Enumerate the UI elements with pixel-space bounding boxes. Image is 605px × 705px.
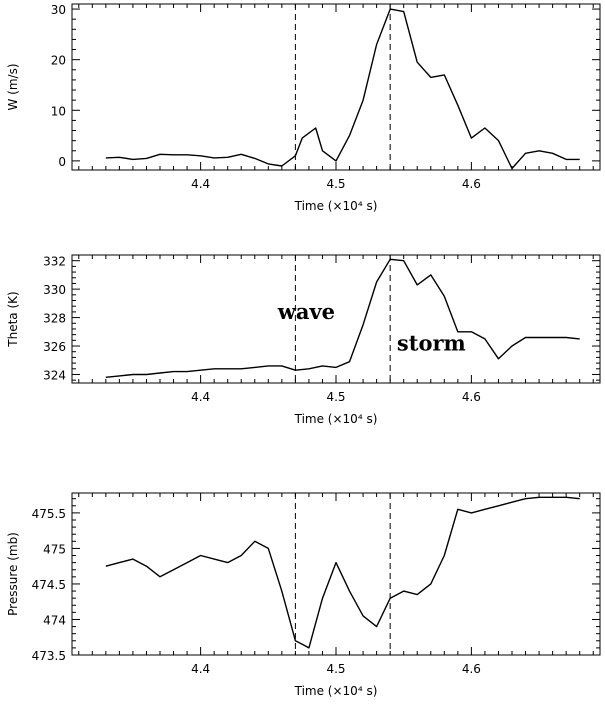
y-tick-label: 326	[43, 340, 66, 354]
panel-pressure: 4.4 4.5 4.6 473.5 474 474.5 475 475.5 Time (×10⁴…	[6, 492, 601, 698]
x-axis-title: Time (×10⁴ s)	[294, 412, 378, 426]
y-tick-label: 332	[43, 255, 66, 269]
annotation-wave: wave	[277, 299, 335, 324]
x-tick-label: 4.5	[326, 177, 345, 191]
y-axis-title: Theta (K)	[6, 291, 20, 347]
y-axis-title: Pressure (mb)	[6, 532, 20, 616]
y-tick-label: 475	[43, 542, 66, 556]
panel-theta: 4.4 4.5 4.6 324 326 328 330 332 Time (×10⁴ s) The…	[6, 254, 601, 426]
series-line	[105, 8, 580, 170]
y-tick-label: 328	[43, 312, 66, 326]
y-axis-title: W (m/s)	[6, 63, 20, 110]
x-tick-label: 4.5	[326, 390, 345, 404]
plot-frame	[71, 254, 601, 384]
x-axis-title: Time (×10⁴ s)	[294, 684, 378, 698]
panel-w: 4.4 4.5 4.6 0 10 20 30 Time (×10⁴ s) W (m/s)	[6, 3, 601, 213]
y-tick-label: 474	[43, 613, 66, 627]
x-tick-label: 4.6	[462, 662, 481, 676]
y-tick-label: 30	[51, 3, 66, 17]
plot-frame	[71, 3, 601, 171]
y-tick-label: 324	[43, 368, 66, 382]
x-tick-label: 4.5	[326, 662, 345, 676]
y-tick-label: 0	[58, 155, 66, 169]
y-tick-label: 330	[43, 283, 66, 297]
x-tick-label: 4.4	[191, 390, 210, 404]
y-tick-label: 473.5	[32, 649, 66, 663]
y-tick-label: 20	[51, 54, 66, 68]
x-tick-label: 4.4	[191, 662, 210, 676]
x-tick-label: 4.6	[462, 390, 481, 404]
y-tick-label: 475.5	[32, 507, 66, 521]
series-line	[105, 496, 580, 649]
series-line	[105, 258, 580, 378]
x-tick-label: 4.6	[462, 177, 481, 191]
y-tick-label: 10	[51, 104, 66, 118]
x-tick-label: 4.4	[191, 177, 210, 191]
x-axis-title: Time (×10⁴ s)	[294, 199, 378, 213]
plot-frame	[71, 492, 601, 656]
y-tick-label: 474.5	[32, 578, 66, 592]
annotation-storm: storm	[397, 330, 466, 355]
